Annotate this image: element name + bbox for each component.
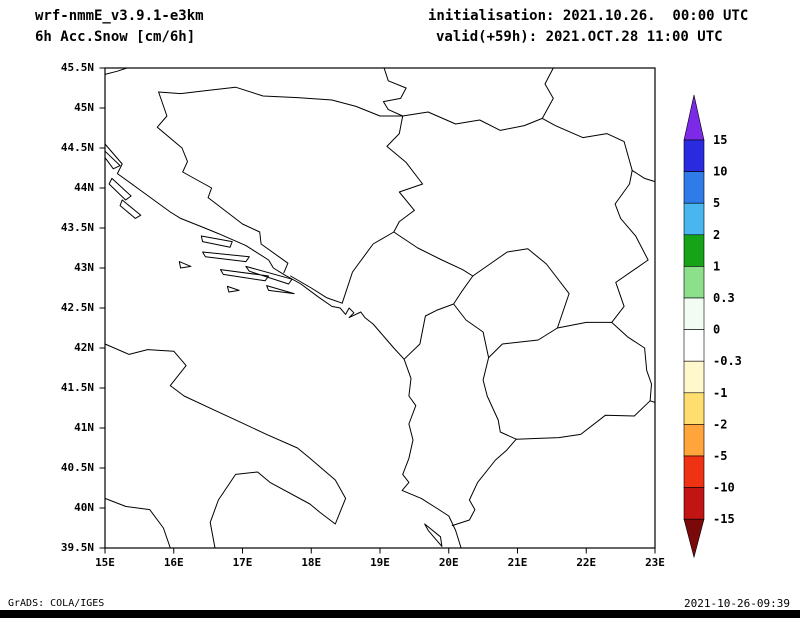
border-albania-macedonia — [483, 358, 516, 440]
colorbar-tick-label: 1 — [713, 259, 720, 273]
lat-tick-label: 39.5N — [48, 541, 94, 554]
border-kosovo-northeast — [473, 249, 569, 328]
lat-tick-label: 42.5N — [48, 301, 94, 314]
colorbar-legend: 15 10 5 2 1 0.3 0 -0.3 -1 -2 -5 -10 -15 — [670, 80, 790, 590]
colorbar-tick-label: 0 — [713, 323, 720, 337]
map-plot — [97, 60, 663, 556]
border-montenegro-serbia — [394, 232, 473, 276]
border-bosnia-montenegro — [342, 232, 394, 303]
colorbar-tick-label: -0.3 — [713, 354, 742, 368]
border-montenegro-albania — [404, 304, 454, 359]
lat-tick-label: 40.5N — [48, 461, 94, 474]
model-title: wrf-nmmE_v3.9.1-e3km — [35, 8, 204, 24]
border-kosovo-west — [454, 276, 489, 358]
border-romania-bulgaria — [632, 170, 655, 181]
lon-tick-label: 16E — [154, 556, 194, 569]
colorbar-tick-label: 2 — [713, 228, 720, 242]
valid-time-label: valid(+59h): 2021.OCT.28 11:00 UTC — [436, 29, 723, 45]
colorbar-tick-label: -2 — [713, 417, 727, 431]
border-drina-bosnia-serbia — [387, 116, 423, 232]
islands-dalmatia-and-corfu — [105, 151, 442, 546]
coastline-east-adriatic — [105, 144, 461, 548]
lat-tick-label: 45.5N — [48, 61, 94, 74]
colorbar-tick-label: 5 — [713, 196, 720, 210]
lon-tick-label: 20E — [429, 556, 469, 569]
colorbar-segment — [684, 424, 704, 456]
lon-tick-label: 22E — [566, 556, 606, 569]
colorbar-tick-label: -10 — [713, 481, 735, 495]
border-danube-serbia-romania — [542, 118, 632, 170]
colorbar-segment — [684, 266, 704, 298]
coastline-calabria-west — [105, 498, 170, 548]
colorbar-segment — [684, 203, 704, 235]
lon-tick-label: 19E — [360, 556, 400, 569]
lat-tick-label: 41N — [48, 421, 94, 434]
map-frame — [105, 68, 655, 548]
colorbar-arrow-up — [684, 95, 704, 140]
border-bosnia-sava — [159, 87, 403, 116]
lat-tick-label: 44N — [48, 181, 94, 194]
border-sava-danube-west — [403, 112, 543, 130]
border-serbia-romania-north — [542, 68, 553, 118]
colorbar-segment — [684, 361, 704, 393]
colorbar-segment — [684, 298, 704, 330]
lon-tick-label: 21E — [498, 556, 538, 569]
border-macedonia-bulgaria — [612, 322, 652, 400]
colorbar-segment — [684, 488, 704, 520]
border-macedonia-greece — [516, 401, 650, 439]
colorbar-tick-label: 0.3 — [713, 291, 735, 305]
colorbar-segment — [684, 456, 704, 488]
border-albania-greece — [452, 439, 516, 525]
colorbar-tick-label: -5 — [713, 449, 727, 463]
init-time-label: initialisation: 2021.10.26. 00:00 UTC — [428, 8, 748, 24]
colorbar-tick-label: -1 — [713, 386, 727, 400]
lon-tick-label: 17E — [223, 556, 263, 569]
field-title: 6h Acc.Snow [cm/6h] — [35, 29, 195, 45]
colorbar-segment — [684, 393, 704, 425]
colorbar-arrow-down — [684, 519, 704, 557]
border-greece-bulgaria — [650, 401, 655, 403]
creation-timestamp: 2021-10-26-09:39 — [684, 597, 790, 610]
lat-tick-label: 43N — [48, 261, 94, 274]
lat-tick-label: 45N — [48, 101, 94, 114]
border-serbia-bulgaria — [612, 170, 648, 322]
colorbar-segment — [684, 235, 704, 267]
lat-tick-label: 42N — [48, 341, 94, 354]
lat-tick-label: 41.5N — [48, 381, 94, 394]
colorbar-tick-label: -15 — [713, 512, 735, 526]
lat-tick-label: 43.5N — [48, 221, 94, 234]
colorbar-segment — [684, 140, 704, 172]
colorbar-segment — [684, 330, 704, 362]
colorbar-segment — [684, 172, 704, 204]
lon-tick-label: 15E — [85, 556, 125, 569]
bottom-black-bar — [0, 610, 800, 618]
border-croatia-bosnia-south — [291, 276, 343, 303]
grads-credit: GrADS: COLA/IGES — [8, 598, 104, 609]
lat-tick-label: 44.5N — [48, 141, 94, 154]
colorbar-tick-label: 15 — [713, 133, 727, 147]
lon-tick-label: 18E — [291, 556, 331, 569]
coastline-italy-apulia — [105, 344, 346, 548]
grads-weather-map-page: wrf-nmmE_v3.9.1-e3km 6h Acc.Snow [cm/6h]… — [0, 0, 800, 618]
border-slovenia-croatia — [105, 68, 127, 74]
border-kosovo-macedonia — [489, 328, 558, 358]
border-croatia-serbia — [383, 68, 406, 116]
lon-tick-label: 23E — [635, 556, 675, 569]
border-serbia-macedonia — [557, 322, 611, 328]
colorbar-tick-label: 10 — [713, 165, 727, 179]
lat-tick-label: 40N — [48, 501, 94, 514]
